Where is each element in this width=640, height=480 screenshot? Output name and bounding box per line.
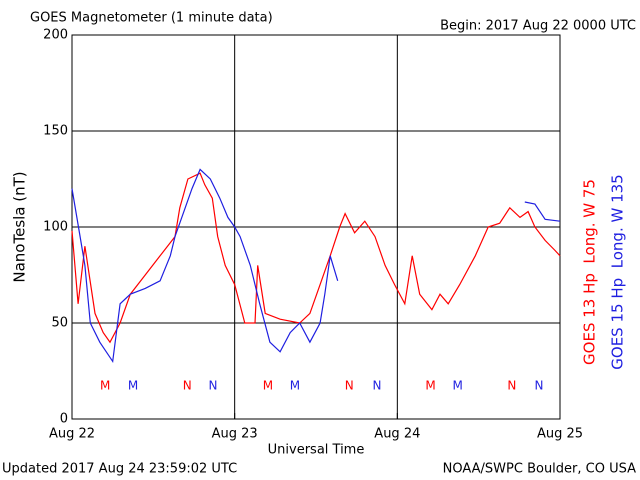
x-axis-label: Universal Time <box>268 443 365 458</box>
marker-label: M <box>290 379 300 393</box>
marker-label: N <box>345 379 354 393</box>
x-tick-label: Aug 23 <box>212 427 258 442</box>
marker-label: M <box>100 379 110 393</box>
marker-label: N <box>183 379 192 393</box>
marker-label: N <box>208 379 217 393</box>
marker-label: M <box>425 379 435 393</box>
y-tick-label: 0 <box>60 412 68 427</box>
x-tick-label: Aug 22 <box>49 427 95 442</box>
y-axis-label: NanoTesla (nT) <box>11 171 29 282</box>
marker-label: N <box>507 379 516 393</box>
legend-entry: GOES 13 Hp Long. W 75 <box>581 179 599 365</box>
y-tick-label: 100 <box>43 220 68 235</box>
y-tick-label: 150 <box>43 124 68 139</box>
marker-label: M <box>128 379 138 393</box>
plot-frame <box>71 34 561 420</box>
footer-right: NOAA/SWPC Boulder, CO USA <box>443 462 636 477</box>
marker-label: M <box>263 379 273 393</box>
chart-title: GOES Magnetometer (1 minute data) <box>30 11 273 26</box>
marker-label: M <box>452 379 462 393</box>
chart-subtitle: Begin: 2017 Aug 22 0000 UTC <box>440 19 636 34</box>
x-tick-label: Aug 25 <box>537 427 583 442</box>
marker-label: N <box>534 379 543 393</box>
marker-label: N <box>373 379 382 393</box>
x-tick-label: Aug 24 <box>374 427 420 442</box>
legend-entry: GOES 15 Hp Long. W 135 <box>609 174 627 369</box>
y-tick-label: 50 <box>51 316 68 331</box>
series-line <box>71 168 561 364</box>
footer-left: Updated 2017 Aug 24 23:59:02 UTC <box>2 462 237 477</box>
y-tick-label: 200 <box>43 28 68 43</box>
series-line <box>71 172 561 344</box>
